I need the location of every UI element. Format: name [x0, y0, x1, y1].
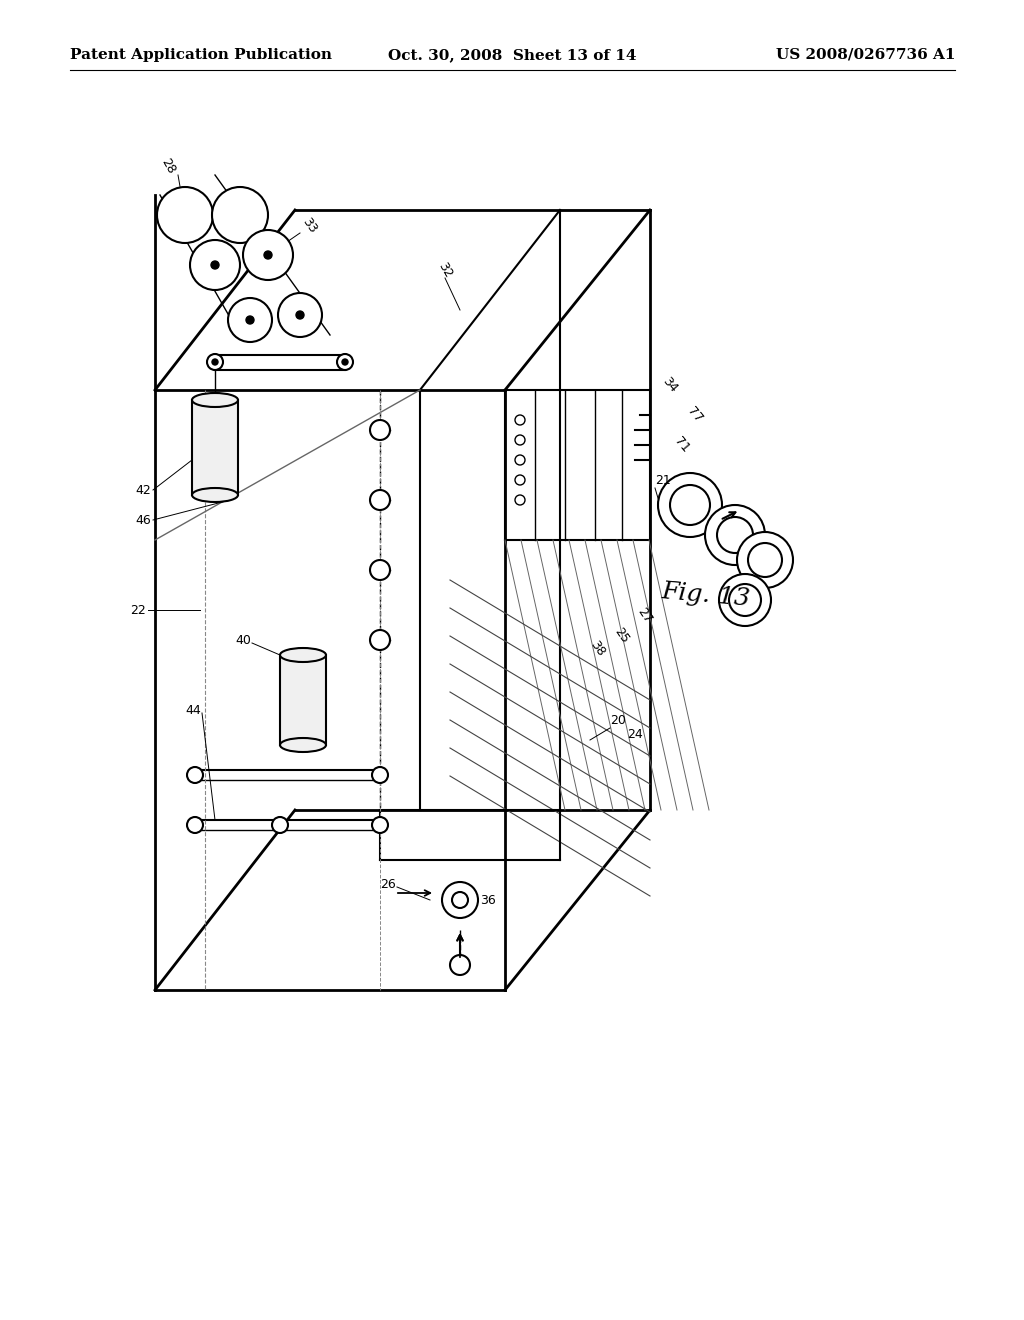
Text: 38: 38	[588, 638, 608, 659]
Bar	[280, 655, 326, 744]
Circle shape	[670, 484, 710, 525]
Text: 46: 46	[135, 513, 151, 527]
Circle shape	[658, 473, 722, 537]
Ellipse shape	[193, 393, 238, 407]
Text: 22: 22	[130, 603, 145, 616]
Circle shape	[246, 315, 254, 323]
Circle shape	[515, 436, 525, 445]
Circle shape	[190, 240, 240, 290]
Circle shape	[370, 560, 390, 579]
Circle shape	[211, 261, 219, 269]
Circle shape	[442, 882, 478, 917]
Circle shape	[719, 574, 771, 626]
Circle shape	[729, 583, 761, 616]
Text: 20: 20	[610, 714, 626, 726]
Circle shape	[228, 298, 272, 342]
Circle shape	[515, 475, 525, 484]
Circle shape	[452, 892, 468, 908]
Circle shape	[515, 455, 525, 465]
Circle shape	[212, 359, 218, 366]
Circle shape	[705, 506, 765, 565]
Circle shape	[207, 354, 223, 370]
Text: 34: 34	[660, 375, 680, 395]
Circle shape	[187, 817, 203, 833]
Text: Patent Application Publication: Patent Application Publication	[70, 48, 332, 62]
Text: 77: 77	[685, 405, 706, 425]
Text: 71: 71	[672, 434, 692, 455]
Text: Oct. 30, 2008  Sheet 13 of 14: Oct. 30, 2008 Sheet 13 of 14	[388, 48, 636, 62]
Text: US 2008/0267736 A1: US 2008/0267736 A1	[775, 48, 955, 62]
Text: 25: 25	[612, 624, 632, 645]
Ellipse shape	[193, 488, 238, 502]
Text: 33: 33	[300, 215, 319, 235]
Text: 32: 32	[435, 260, 455, 280]
Circle shape	[278, 293, 322, 337]
Text: 21: 21	[655, 474, 671, 487]
Circle shape	[748, 543, 782, 577]
Circle shape	[737, 532, 793, 587]
Circle shape	[370, 630, 390, 649]
Circle shape	[272, 817, 288, 833]
Circle shape	[450, 954, 470, 975]
Text: 26: 26	[380, 879, 395, 891]
Text: 24: 24	[627, 729, 643, 742]
Text: 28: 28	[159, 156, 177, 176]
Text: 42: 42	[135, 483, 151, 496]
Ellipse shape	[280, 648, 326, 663]
Text: 36: 36	[480, 894, 496, 907]
Circle shape	[370, 420, 390, 440]
Circle shape	[342, 359, 348, 366]
Circle shape	[187, 767, 203, 783]
Circle shape	[296, 312, 304, 319]
Text: 27: 27	[635, 605, 654, 626]
Circle shape	[212, 187, 268, 243]
Text: 44: 44	[185, 704, 201, 717]
Circle shape	[515, 414, 525, 425]
Bar	[193, 400, 238, 495]
Text: 40: 40	[234, 634, 251, 647]
Circle shape	[372, 767, 388, 783]
Circle shape	[243, 230, 293, 280]
Circle shape	[264, 251, 272, 259]
Circle shape	[372, 817, 388, 833]
Circle shape	[370, 490, 390, 510]
Circle shape	[515, 495, 525, 506]
Ellipse shape	[280, 738, 326, 752]
Circle shape	[717, 517, 753, 553]
Text: Fig. 13: Fig. 13	[660, 579, 751, 610]
Circle shape	[157, 187, 213, 243]
Circle shape	[337, 354, 353, 370]
